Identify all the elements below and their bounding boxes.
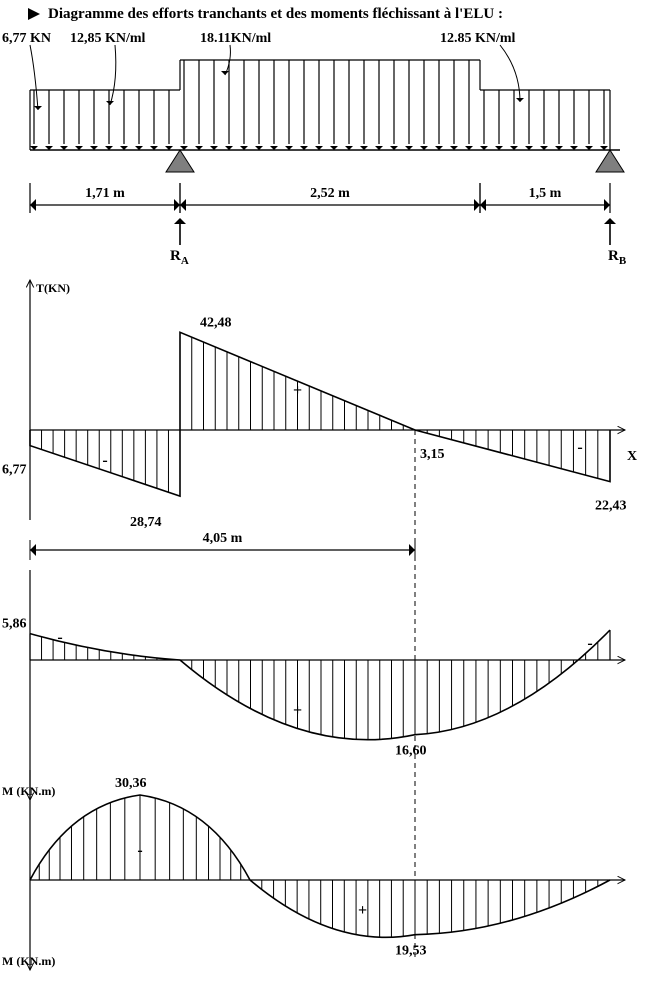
moment1-peak-val: 16,60 xyxy=(395,744,427,759)
shear-zero-label: 3,15 xyxy=(420,447,445,462)
shear-val-A-left: 28,74 xyxy=(130,515,162,530)
moment2-neg-val: 30,36 xyxy=(115,776,147,791)
moment1-axis-label: M (KN.m) xyxy=(2,784,55,798)
shear-minus-2: - xyxy=(577,439,582,456)
shear-minus-1: - xyxy=(102,452,107,469)
udl1-label: 12,85 KN/ml xyxy=(70,31,146,46)
shear-plus: + xyxy=(293,382,302,399)
dim-405: 4,05 m xyxy=(203,531,243,546)
shear-val-end: 22,43 xyxy=(595,499,627,514)
udl2-label: 18.11KN/ml xyxy=(200,31,271,46)
dim-label: 1,71 m xyxy=(85,186,125,201)
moment1-plus: + xyxy=(293,702,302,719)
shear-outline xyxy=(30,332,610,496)
shear-y-axis-label: T(KN) xyxy=(36,281,70,295)
support-icon xyxy=(596,150,624,172)
moment1-start-val: 5,86 xyxy=(2,617,27,632)
moment2-plus: + xyxy=(358,902,367,919)
reaction-A-label: RA xyxy=(170,248,189,267)
support-icon xyxy=(166,150,194,172)
moment2-curve xyxy=(30,795,610,937)
moment2-pos-val: 19,53 xyxy=(395,944,427,959)
reaction-B-label: RB xyxy=(608,248,627,267)
point-load-label: 6,77 KN xyxy=(2,31,51,46)
shear-val-A-right: 42,48 xyxy=(200,315,232,330)
moment1-curve xyxy=(30,630,610,740)
moment2-axis-label: M (KN.m) xyxy=(2,954,55,968)
title-chevron-icon xyxy=(28,8,40,20)
moment1-minus-2: - xyxy=(587,635,592,652)
dim-label: 1,5 m xyxy=(529,186,562,201)
dim-label: 2,52 m xyxy=(310,186,350,201)
udl3-label: 12.85 KN/ml xyxy=(440,31,516,46)
moment1-minus-1: - xyxy=(57,629,62,646)
shear-val-start: 6,77 xyxy=(2,463,27,478)
moment2-minus: - xyxy=(137,842,142,859)
page-title: Diagramme des efforts tranchants et des … xyxy=(48,6,503,22)
shear-x-axis-label: X xyxy=(627,449,637,464)
